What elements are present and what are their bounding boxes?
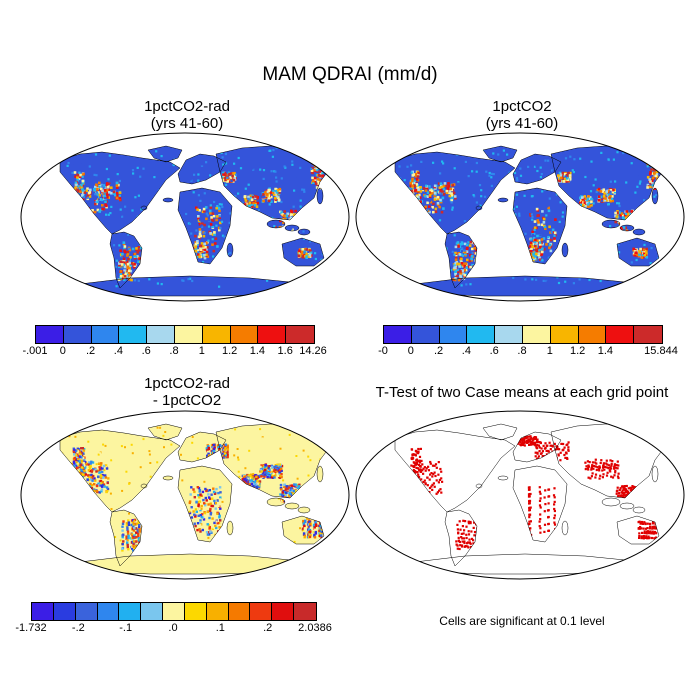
colorbar-swatch xyxy=(634,326,662,343)
colorbar-label: 0 xyxy=(59,345,66,357)
colorbar-swatch xyxy=(606,326,635,343)
colorbar-label: .2 xyxy=(86,345,96,357)
panel-title-1pctco2: 1pctCO2 (yrs 41-60) xyxy=(486,98,559,132)
colorbar-swatch xyxy=(184,603,207,620)
colorbar-swatch xyxy=(522,326,551,343)
colorbar-label: .2 xyxy=(434,345,444,357)
colorbar-label: 1 xyxy=(546,345,553,357)
panel-title-ttest: T-Test of two Case means at each grid po… xyxy=(376,384,669,401)
colorbar-swatch xyxy=(63,326,92,343)
colorbar-swatch xyxy=(578,326,607,343)
colorbar-swatch xyxy=(119,326,148,343)
colorbar-swatch xyxy=(119,603,142,620)
colorbar-label: .6 xyxy=(141,345,151,357)
colorbar-label: .8 xyxy=(169,345,179,357)
colorbar-swatch xyxy=(550,326,579,343)
colorbar-label: 1.4 xyxy=(249,345,266,357)
map-panel-1pctco2-rad xyxy=(20,132,350,302)
panel-title-line: (yrs 41-60) xyxy=(485,115,559,132)
main-title: MAM QDRAI (mm/d) xyxy=(262,64,438,85)
colorbar-swatch xyxy=(75,603,98,620)
colorbar-label: 1.6 xyxy=(277,345,293,357)
colorbar-label: -.1 xyxy=(119,622,133,634)
colorbar-label: .1 xyxy=(215,622,225,634)
colorbar-swatch xyxy=(147,326,175,343)
colorbar-label: 0 xyxy=(407,345,414,357)
colorbar-swatch xyxy=(230,326,259,343)
colorbar-swatch xyxy=(411,326,440,343)
map-boundary xyxy=(20,410,350,580)
colorbar-swatches xyxy=(383,325,663,344)
colorbar-swatch xyxy=(250,603,273,620)
colorbar-label: .0 xyxy=(168,622,178,634)
colorbar-label: 15.844 xyxy=(644,345,678,357)
colorbar-swatch xyxy=(36,326,64,343)
map-boundary xyxy=(355,410,685,580)
map-boundary xyxy=(20,132,350,302)
colorbar-label: 2.0386 xyxy=(298,622,332,634)
colorbar-swatch xyxy=(202,326,231,343)
colorbar-swatch xyxy=(91,326,120,343)
significance-note: Cells are significant at 0.1 level xyxy=(439,614,605,628)
panel-title-line: - 1pctCO2 xyxy=(152,392,222,409)
colorbar-swatch xyxy=(294,603,316,620)
colorbar-swatch xyxy=(32,603,54,620)
map-boundary xyxy=(355,132,685,302)
colorbar-label: .4 xyxy=(113,345,123,357)
colorbar-swatch xyxy=(384,326,412,343)
colorbar-label: -.2 xyxy=(71,622,85,634)
map-panel-1pctco2 xyxy=(355,132,685,302)
panel-title-line: 1pctCO2-rad xyxy=(144,375,230,392)
panel-title-line: T-Test of two Case means at each grid po… xyxy=(375,384,669,401)
colorbar-swatches xyxy=(31,602,317,621)
colorbar-swatch xyxy=(467,326,496,343)
colorbar-swatch xyxy=(163,603,185,620)
colorbar-label: .8 xyxy=(517,345,527,357)
colorbar-label: .2 xyxy=(263,622,273,634)
colorbar-label: -1.732 xyxy=(15,622,47,634)
colorbar-label: 1 xyxy=(198,345,205,357)
colorbar-label: 1.4 xyxy=(597,345,614,357)
colorbar-label: -.001 xyxy=(22,345,48,357)
panel-title-difference: 1pctCO2-rad - 1pctCO2 xyxy=(144,375,230,409)
panel-title-1pctco2-rad: 1pctCO2-rad (yrs 41-60) xyxy=(144,98,230,132)
panel-title-line: 1pctCO2 xyxy=(492,98,552,115)
colorbar-swatch xyxy=(439,326,468,343)
colorbar-swatch xyxy=(141,603,164,620)
colorbar-label: 14.26 xyxy=(299,345,327,357)
panel-title-line: (yrs 41-60) xyxy=(150,115,224,132)
colorbar-swatch xyxy=(495,326,523,343)
colorbar-label: 1.2 xyxy=(569,345,586,357)
colorbar-swatch xyxy=(228,603,251,620)
colorbar-label: .4 xyxy=(461,345,471,357)
colorbar-label: -0 xyxy=(378,345,388,357)
map-panel-ttest xyxy=(355,410,685,580)
colorbar-swatch xyxy=(174,326,203,343)
colorbar-label: .6 xyxy=(489,345,499,357)
panel-title-line: 1pctCO2-rad xyxy=(144,98,230,115)
colorbar-swatch xyxy=(272,603,295,620)
colorbar-swatch xyxy=(97,603,120,620)
colorbar-swatches xyxy=(35,325,315,344)
map-panel-difference xyxy=(20,410,350,580)
colorbar-swatch xyxy=(206,603,229,620)
colorbar-swatch xyxy=(53,603,76,620)
colorbar-swatch xyxy=(258,326,287,343)
colorbar-swatch xyxy=(286,326,314,343)
colorbar-label: 1.2 xyxy=(221,345,238,357)
